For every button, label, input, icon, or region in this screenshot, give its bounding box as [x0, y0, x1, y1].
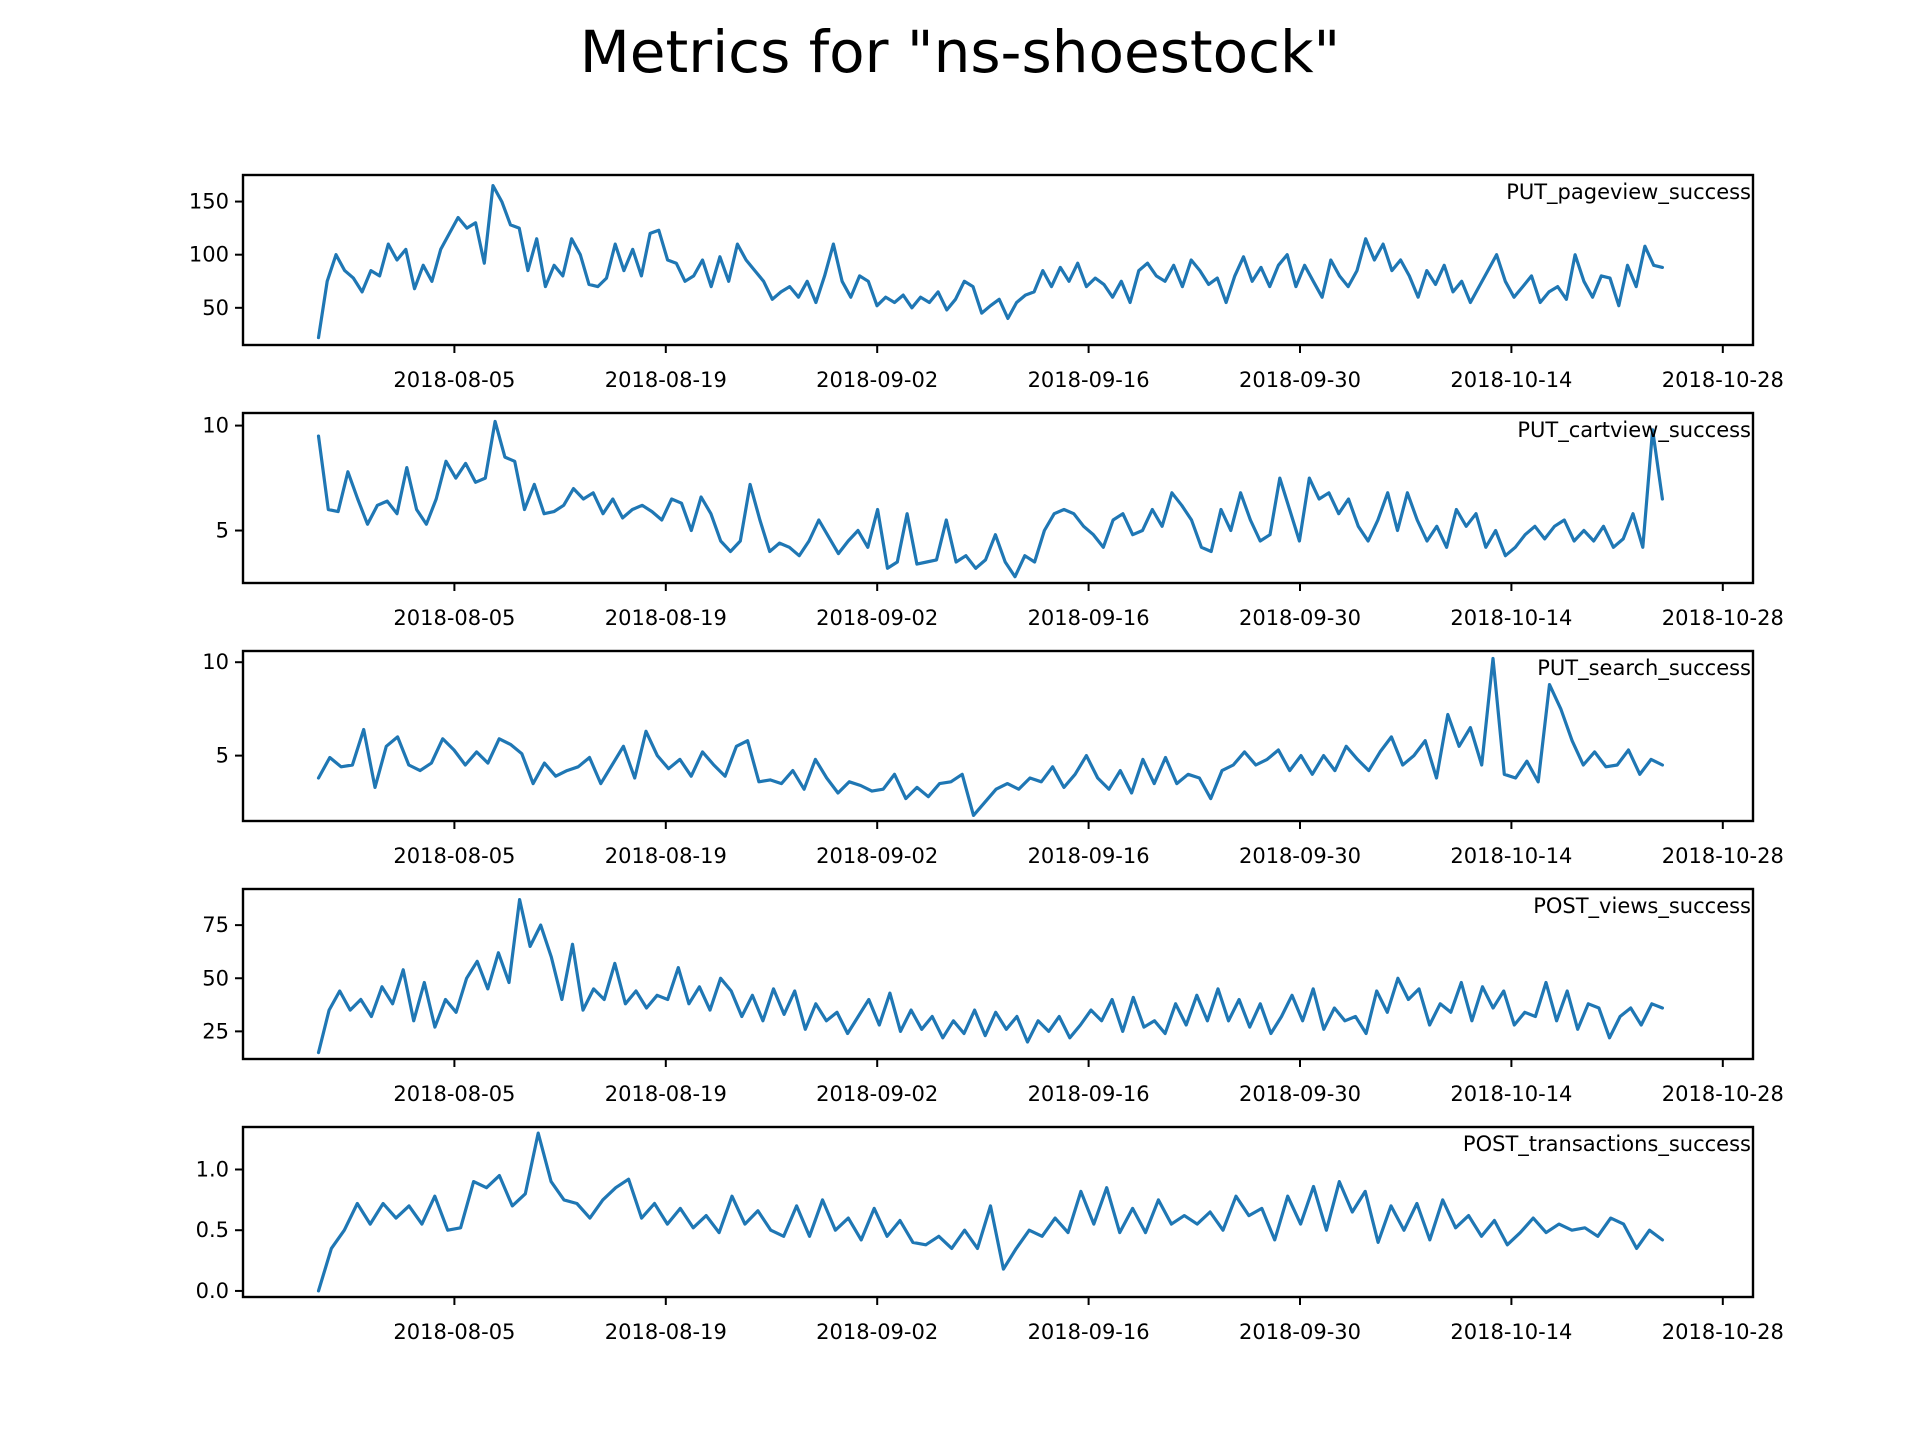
subplot-PUT_pageview_success: 50 100 150 2018-08-05 2018-08-19 2018-09-02 20… — [189, 173, 1784, 392]
subplots-container: 50 100 150 2018-08-05 2018-08-19 2018-09-02 20… — [189, 173, 1784, 1344]
y-tick-label: 5 — [216, 744, 229, 768]
x-tick-label: 2018-10-28 — [1662, 1082, 1784, 1106]
x-tick-label: 2018-08-19 — [605, 368, 727, 392]
subplot-PUT_cartview_success: 5 10 2018-08-05 2018-08-19 2018-09-02 2018-09… — [202, 411, 1784, 630]
figure-title: Metrics for "ns-shoestock" — [580, 18, 1341, 86]
x-tick-label: 2018-10-14 — [1450, 844, 1572, 868]
subplot-POST_views_success: 25 50 75 2018-08-05 2018-08-19 2018-09-02 2018… — [202, 887, 1784, 1106]
x-tick-label: 2018-10-14 — [1450, 1320, 1572, 1344]
x-tick-label: 2018-09-16 — [1028, 844, 1150, 868]
x-tick-label: 2018-08-19 — [605, 606, 727, 630]
x-tick-label: 2018-10-28 — [1662, 844, 1784, 868]
x-tick-label: 2018-09-02 — [816, 1082, 938, 1106]
x-tick-label: 2018-09-16 — [1028, 606, 1150, 630]
x-tick-label: 2018-09-02 — [816, 844, 938, 868]
x-tick-label: 2018-10-28 — [1662, 1320, 1784, 1344]
x-tick-label: 2018-09-16 — [1028, 1082, 1150, 1106]
x-tick-label: 2018-10-14 — [1450, 606, 1572, 630]
subplot-POST_transactions_success: 0.0 0.5 1.0 2018-08-05 2018-08-19 2018-09-02 2… — [196, 1125, 1784, 1344]
y-tick-label: 50 — [202, 966, 229, 990]
x-tick-label: 2018-08-05 — [393, 606, 515, 630]
x-tick-label: 2018-09-30 — [1239, 368, 1361, 392]
series-label: PUT_cartview_success — [1517, 418, 1751, 443]
axes-frame — [241, 173, 1755, 347]
y-tick-label: 150 — [189, 190, 229, 214]
y-tick-label: 50 — [202, 296, 229, 320]
axes-frame — [241, 1125, 1755, 1299]
y-tick-label: 1.0 — [196, 1158, 229, 1182]
series-line — [316, 897, 1665, 1055]
series-label: POST_views_success — [1533, 894, 1751, 919]
y-tick-label: 10 — [202, 414, 229, 438]
axes-frame — [241, 887, 1755, 1061]
y-tick-label: 0.5 — [196, 1218, 229, 1242]
x-tick-label: 2018-09-02 — [816, 606, 938, 630]
axes-frame — [241, 649, 1755, 823]
x-tick-label: 2018-10-28 — [1662, 606, 1784, 630]
axes-frame — [241, 411, 1755, 585]
x-tick-label: 2018-08-19 — [605, 1320, 727, 1344]
x-tick-label: 2018-09-30 — [1239, 844, 1361, 868]
x-tick-label: 2018-10-28 — [1662, 368, 1784, 392]
x-tick-label: 2018-08-19 — [605, 844, 727, 868]
y-tick-label: 10 — [202, 650, 229, 674]
x-tick-label: 2018-08-05 — [393, 1320, 515, 1344]
series-line — [316, 419, 1665, 579]
series-label: PUT_search_success — [1537, 656, 1751, 681]
series-line — [316, 656, 1665, 818]
series-label: POST_transactions_success — [1463, 1132, 1751, 1157]
series-label: PUT_pageview_success — [1506, 180, 1751, 205]
y-tick-label: 5 — [216, 519, 229, 543]
x-tick-label: 2018-09-30 — [1239, 1082, 1361, 1106]
x-tick-label: 2018-08-05 — [393, 368, 515, 392]
y-tick-label: 100 — [189, 243, 229, 267]
x-tick-label: 2018-08-05 — [393, 1082, 515, 1106]
y-tick-label: 75 — [202, 913, 229, 937]
series-line — [316, 184, 1665, 340]
x-tick-label: 2018-10-14 — [1450, 1082, 1572, 1106]
x-tick-label: 2018-08-05 — [393, 844, 515, 868]
subplot-PUT_search_success: 5 10 2018-08-05 2018-08-19 2018-09-02 2018-09… — [202, 649, 1784, 868]
y-tick-label: 0.0 — [196, 1279, 229, 1303]
x-tick-label: 2018-09-30 — [1239, 606, 1361, 630]
x-tick-label: 2018-09-02 — [816, 1320, 938, 1344]
x-tick-label: 2018-08-19 — [605, 1082, 727, 1106]
y-tick-label: 25 — [202, 1019, 229, 1043]
x-tick-label: 2018-09-16 — [1028, 368, 1150, 392]
x-tick-label: 2018-09-30 — [1239, 1320, 1361, 1344]
x-tick-label: 2018-09-02 — [816, 368, 938, 392]
x-tick-label: 2018-09-16 — [1028, 1320, 1150, 1344]
x-tick-label: 2018-10-14 — [1450, 368, 1572, 392]
series-line — [316, 1131, 1665, 1293]
